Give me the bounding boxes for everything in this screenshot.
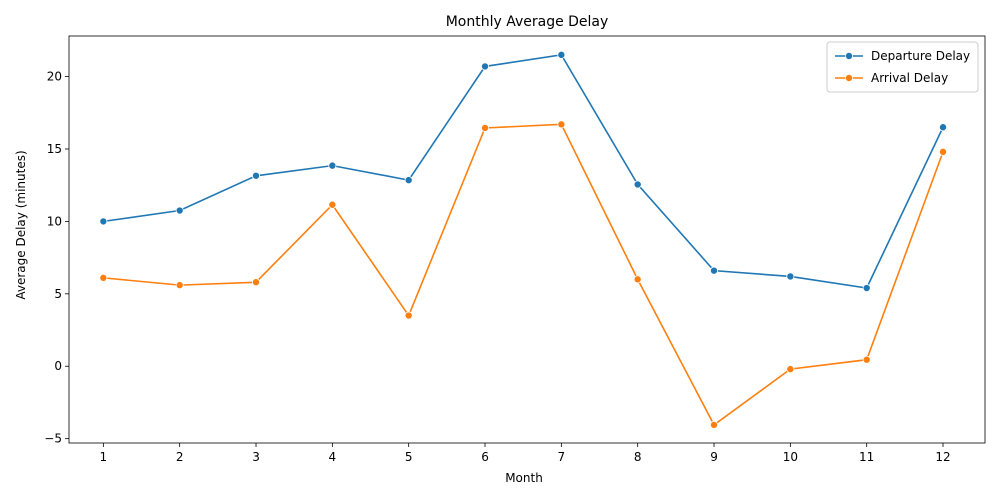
data-point xyxy=(557,50,566,59)
data-point xyxy=(404,311,413,320)
series-line xyxy=(103,123,944,427)
x-tick-label: 8 xyxy=(634,450,642,464)
legend: Departure Delay Arrival Delay xyxy=(826,41,979,93)
data-point xyxy=(633,180,642,189)
plot-frame xyxy=(68,35,986,444)
y-tick-label: 0 xyxy=(54,359,62,373)
data-point xyxy=(939,123,948,132)
legend-marker xyxy=(845,74,854,83)
chart-title: Monthly Average Delay xyxy=(446,14,609,30)
legend-item: Departure Delay xyxy=(835,49,970,63)
data-point xyxy=(252,278,261,287)
x-tick-label: 10 xyxy=(783,450,798,464)
data-point xyxy=(786,365,795,374)
x-tick-label: 11 xyxy=(859,450,874,464)
y-tick-label: 15 xyxy=(47,142,62,156)
x-tick-label: 3 xyxy=(252,450,260,464)
x-tick-label: 6 xyxy=(481,450,489,464)
data-point xyxy=(175,206,184,215)
legend-label: Departure Delay xyxy=(871,49,970,63)
data-point xyxy=(710,266,719,275)
legend-item: Arrival Delay xyxy=(835,71,948,85)
data-point xyxy=(481,62,490,71)
data-point xyxy=(862,355,871,364)
data-point xyxy=(328,200,337,209)
data-point xyxy=(175,281,184,290)
y-tick-label: 20 xyxy=(47,70,62,84)
data-point xyxy=(710,420,719,429)
legend-label: Arrival Delay xyxy=(871,71,948,85)
y-tick-label: 10 xyxy=(47,214,62,228)
legend-box xyxy=(826,41,979,93)
data-point xyxy=(633,275,642,284)
y-axis-ticks: −5 0 5 10 15 20 xyxy=(44,70,69,446)
data-point xyxy=(99,217,108,226)
x-tick-label: 4 xyxy=(329,450,337,464)
data-point xyxy=(481,123,490,132)
y-tick-label: −5 xyxy=(44,432,62,446)
data-point xyxy=(862,284,871,293)
x-tick-label: 2 xyxy=(176,450,184,464)
x-axis-label: Month xyxy=(505,471,543,485)
x-tick-label: 9 xyxy=(710,450,718,464)
data-point xyxy=(404,176,413,185)
series-departure-delay xyxy=(99,50,948,293)
data-point xyxy=(252,171,261,180)
x-tick-label: 1 xyxy=(100,450,108,464)
plot-series xyxy=(99,50,948,429)
data-point xyxy=(328,161,337,170)
x-tick-label: 12 xyxy=(935,450,950,464)
data-point xyxy=(99,273,108,282)
series-arrival-delay xyxy=(99,120,948,429)
data-point xyxy=(786,272,795,281)
data-point xyxy=(557,120,566,129)
y-tick-label: 5 xyxy=(54,287,62,301)
y-axis-label: Average Delay (minutes) xyxy=(14,150,28,299)
x-tick-label: 5 xyxy=(405,450,413,464)
x-tick-label: 7 xyxy=(558,450,566,464)
legend-marker xyxy=(845,52,854,61)
x-axis-ticks: 1 2 3 4 5 6 7 8 9 10 11 12 xyxy=(100,443,951,464)
series-line xyxy=(103,53,944,289)
data-point xyxy=(939,147,948,156)
